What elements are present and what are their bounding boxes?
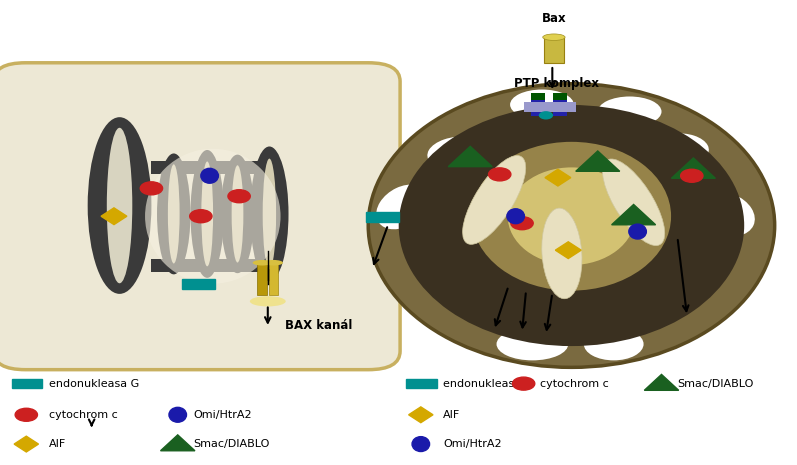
Text: endonukleasa G: endonukleasa G xyxy=(443,379,533,389)
Ellipse shape xyxy=(542,208,582,299)
Polygon shape xyxy=(14,436,38,452)
Bar xyxy=(151,259,275,272)
Ellipse shape xyxy=(202,161,213,266)
Polygon shape xyxy=(409,407,433,423)
Bar xyxy=(269,263,278,295)
Ellipse shape xyxy=(368,84,775,367)
Text: PTP komplex: PTP komplex xyxy=(514,77,599,90)
Ellipse shape xyxy=(190,150,224,278)
Ellipse shape xyxy=(398,105,744,346)
Ellipse shape xyxy=(654,133,709,164)
Ellipse shape xyxy=(508,167,635,265)
Bar xyxy=(524,102,576,107)
Text: Smac/DIABLO: Smac/DIABLO xyxy=(194,439,270,449)
Ellipse shape xyxy=(598,97,662,127)
Ellipse shape xyxy=(145,149,281,284)
Ellipse shape xyxy=(583,328,644,360)
Polygon shape xyxy=(611,205,656,225)
Polygon shape xyxy=(101,208,127,225)
Polygon shape xyxy=(556,242,581,259)
Ellipse shape xyxy=(232,165,243,263)
Ellipse shape xyxy=(507,209,524,224)
Text: BAX kanál: BAX kanál xyxy=(285,319,352,332)
Polygon shape xyxy=(160,435,195,451)
Circle shape xyxy=(15,408,37,421)
Circle shape xyxy=(228,190,250,203)
Polygon shape xyxy=(575,151,620,171)
Text: Omi/HtrA2: Omi/HtrA2 xyxy=(443,439,502,449)
Bar xyxy=(406,379,437,388)
Ellipse shape xyxy=(157,153,190,274)
Text: AIF: AIF xyxy=(49,439,66,449)
Bar xyxy=(531,99,545,116)
Ellipse shape xyxy=(263,159,276,269)
Circle shape xyxy=(489,168,511,181)
Bar xyxy=(12,379,42,388)
Ellipse shape xyxy=(472,142,671,291)
Circle shape xyxy=(511,217,533,230)
Text: cytochrom c: cytochrom c xyxy=(540,379,608,389)
Polygon shape xyxy=(671,158,716,178)
Circle shape xyxy=(681,169,703,182)
Ellipse shape xyxy=(603,159,665,246)
Bar xyxy=(151,161,275,174)
Polygon shape xyxy=(545,169,571,186)
Text: cytochrom c: cytochrom c xyxy=(49,410,117,420)
Ellipse shape xyxy=(253,260,272,266)
Bar xyxy=(553,93,567,100)
Circle shape xyxy=(140,182,163,195)
Ellipse shape xyxy=(201,168,218,183)
Ellipse shape xyxy=(264,260,283,266)
Text: Bax: Bax xyxy=(542,12,566,25)
Bar xyxy=(257,263,267,295)
Bar xyxy=(531,93,545,100)
Ellipse shape xyxy=(696,192,755,236)
Ellipse shape xyxy=(250,296,286,306)
Text: AIF: AIF xyxy=(443,410,461,420)
Ellipse shape xyxy=(107,128,132,283)
Bar xyxy=(366,212,399,222)
FancyBboxPatch shape xyxy=(0,63,400,370)
Bar xyxy=(182,279,215,289)
Text: Omi/HtrA2: Omi/HtrA2 xyxy=(194,410,253,420)
Bar xyxy=(524,107,576,112)
Ellipse shape xyxy=(629,224,646,239)
Ellipse shape xyxy=(169,407,186,422)
Bar xyxy=(544,37,564,63)
Text: Smac/DIABLO: Smac/DIABLO xyxy=(677,379,754,389)
Circle shape xyxy=(539,111,553,120)
Polygon shape xyxy=(644,374,679,390)
Ellipse shape xyxy=(168,164,179,264)
Polygon shape xyxy=(448,146,493,166)
Text: endonukleasa G: endonukleasa G xyxy=(49,379,139,389)
Circle shape xyxy=(512,377,535,390)
Ellipse shape xyxy=(543,34,565,40)
Ellipse shape xyxy=(462,156,526,244)
Ellipse shape xyxy=(88,117,151,294)
Ellipse shape xyxy=(412,437,430,452)
Ellipse shape xyxy=(221,154,254,273)
Ellipse shape xyxy=(376,185,429,229)
Ellipse shape xyxy=(427,137,489,170)
Ellipse shape xyxy=(510,89,574,120)
Ellipse shape xyxy=(250,146,289,281)
Bar xyxy=(553,99,567,116)
Ellipse shape xyxy=(497,328,568,360)
Circle shape xyxy=(190,210,212,223)
